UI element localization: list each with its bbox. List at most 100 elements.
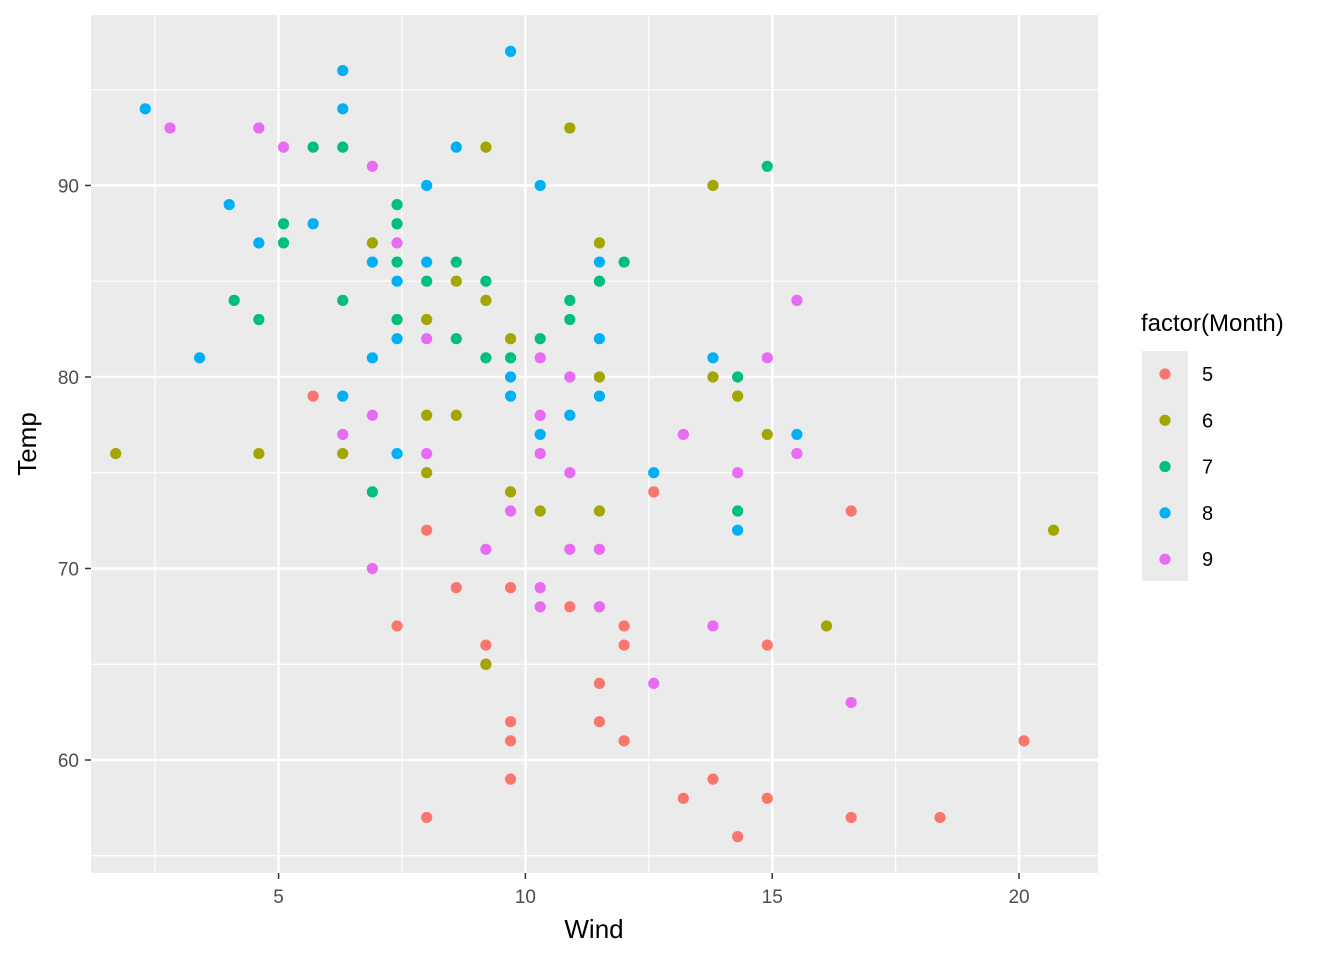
y-tick-label: 80: [58, 368, 79, 389]
data-point-month-6: [450, 409, 462, 421]
data-point-month-7: [618, 256, 630, 268]
y-axis-ticks: 60 70 80 90: [58, 176, 91, 772]
data-point-month-8: [421, 179, 433, 192]
data-point-month-8: [534, 428, 546, 441]
data-point-month-6: [707, 371, 719, 383]
data-point-month-8: [791, 428, 803, 441]
data-point-month-6: [450, 275, 462, 287]
legend-key-9: [1159, 553, 1171, 565]
data-point-month-9: [534, 409, 546, 421]
data-point-month-7: [277, 237, 290, 249]
data-point-month-5: [391, 620, 403, 632]
data-point-month-5: [1018, 735, 1030, 747]
legend-label-5: 5: [1202, 364, 1213, 386]
data-point-month-6: [480, 141, 492, 153]
legend-items: 5 6 7 8 9: [1159, 364, 1213, 571]
data-point-month-5: [564, 601, 576, 613]
data-point-month-7: [391, 218, 403, 230]
data-points: [110, 45, 1060, 843]
data-point-month-7: [593, 275, 606, 287]
data-point-month-6: [366, 237, 378, 249]
data-point-month-8: [223, 199, 235, 211]
data-point-month-9: [732, 467, 744, 479]
data-point-month-5: [421, 811, 433, 824]
data-point-month-5: [845, 811, 857, 824]
data-point-month-8: [564, 409, 576, 421]
data-point-month-6: [480, 658, 492, 670]
data-point-month-5: [648, 486, 660, 498]
data-point-month-5: [307, 390, 319, 402]
data-point-month-8: [504, 371, 517, 383]
data-point-month-7: [732, 371, 744, 383]
data-point-month-6: [820, 620, 833, 632]
data-point-month-9: [707, 620, 719, 632]
data-point-month-6: [564, 122, 576, 134]
data-point-month-8: [307, 218, 319, 230]
data-point-month-7: [228, 294, 240, 306]
data-point-month-9: [534, 582, 546, 594]
data-point-month-8: [391, 275, 403, 287]
data-point-month-5: [504, 716, 517, 728]
data-point-month-7: [391, 256, 403, 268]
data-point-month-8: [366, 256, 378, 268]
data-point-month-9: [845, 696, 857, 709]
data-point-month-5: [618, 639, 630, 651]
data-point-month-9: [164, 122, 176, 134]
data-point-month-8: [139, 103, 151, 115]
data-point-month-7: [564, 294, 576, 306]
data-point-month-6: [421, 467, 433, 479]
data-point-month-6: [421, 313, 433, 326]
data-point-month-8: [337, 64, 349, 77]
data-point-month-6: [761, 428, 773, 441]
data-point-month-8: [732, 524, 744, 536]
x-axis-title: Wind: [564, 914, 623, 944]
data-point-month-5: [677, 792, 689, 804]
data-point-month-7: [732, 505, 744, 517]
x-axis-ticks: 5 10 15 20: [273, 873, 1030, 908]
legend-label-8: 8: [1202, 503, 1213, 525]
data-point-month-6: [253, 447, 265, 460]
data-point-month-5: [761, 792, 773, 804]
data-point-month-8: [421, 256, 433, 268]
data-point-month-7: [253, 313, 265, 326]
data-point-month-6: [593, 371, 606, 383]
x-tick-label: 5: [273, 887, 284, 908]
data-point-month-5: [845, 505, 857, 517]
data-point-month-9: [253, 122, 265, 134]
data-point-month-8: [593, 333, 606, 345]
data-point-month-9: [761, 352, 773, 364]
legend-label-7: 7: [1202, 457, 1213, 479]
data-point-month-8: [366, 352, 378, 364]
data-point-month-8: [391, 333, 403, 345]
data-point-month-7: [421, 275, 433, 287]
data-point-month-9: [791, 294, 803, 306]
minor-gridlines: [91, 15, 1098, 873]
data-point-month-6: [504, 333, 517, 345]
data-point-month-6: [1047, 524, 1060, 536]
data-point-month-9: [391, 237, 403, 249]
data-point-month-9: [366, 562, 378, 575]
data-point-month-8: [593, 390, 606, 402]
legend-title: factor(Month): [1141, 310, 1284, 337]
data-point-month-6: [504, 486, 517, 498]
data-point-month-7: [480, 352, 492, 364]
data-point-month-8: [504, 390, 517, 402]
data-point-month-7: [391, 199, 403, 211]
data-point-month-9: [337, 428, 349, 441]
data-point-month-5: [480, 639, 492, 651]
data-point-month-9: [534, 352, 546, 364]
data-point-month-5: [504, 735, 517, 747]
y-tick-label: 90: [58, 176, 79, 197]
legend-key-7: [1159, 461, 1171, 473]
data-point-month-8: [253, 237, 265, 249]
data-point-month-9: [421, 333, 433, 345]
data-point-month-6: [337, 447, 349, 460]
data-point-month-7: [277, 218, 290, 230]
data-point-month-7: [534, 333, 546, 345]
data-point-month-9: [677, 428, 689, 441]
legend-key-8: [1159, 507, 1171, 519]
data-point-month-5: [707, 773, 719, 785]
data-point-month-7: [450, 333, 462, 345]
data-point-month-7: [450, 256, 462, 268]
data-point-month-9: [480, 543, 492, 555]
